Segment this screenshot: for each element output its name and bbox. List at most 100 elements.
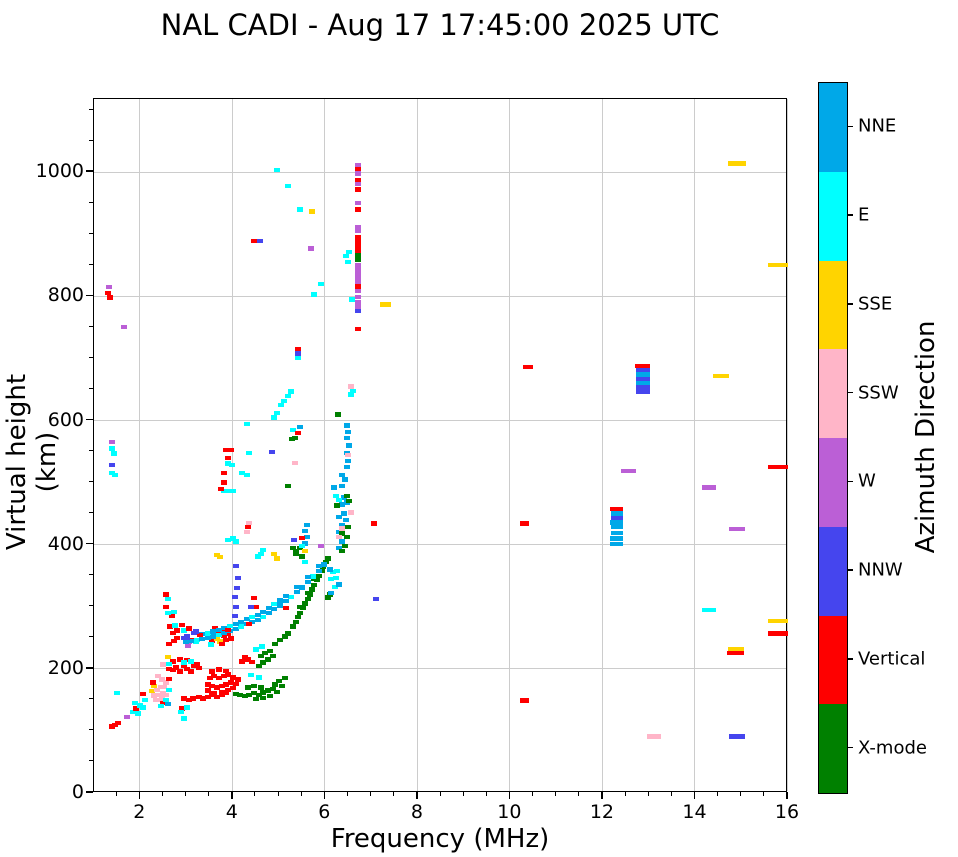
x-tick-label: 2 bbox=[133, 801, 146, 823]
data-point-V bbox=[178, 622, 185, 627]
data-point-X bbox=[244, 685, 251, 690]
data-point-X bbox=[260, 660, 267, 665]
data-point-V bbox=[173, 665, 180, 670]
x-tick-label: 10 bbox=[497, 801, 522, 823]
data-point-V bbox=[354, 248, 361, 253]
data-point-V bbox=[218, 641, 225, 647]
data-point-V bbox=[294, 430, 301, 436]
data-point-NNE bbox=[321, 562, 328, 567]
x-minor-tick bbox=[439, 792, 441, 796]
data-point-X bbox=[269, 686, 276, 691]
data-point-NNW bbox=[256, 238, 263, 244]
y-minor-tick bbox=[89, 232, 93, 234]
data-point-SSW bbox=[243, 530, 250, 535]
data-point-E bbox=[702, 607, 717, 613]
colorbar-tick bbox=[847, 125, 853, 128]
data-point-NNE bbox=[338, 502, 345, 507]
data-point-NNE bbox=[338, 539, 345, 544]
data-point-V bbox=[227, 680, 234, 685]
x-minor-tick bbox=[578, 792, 580, 796]
x-tick-label: 16 bbox=[774, 801, 800, 823]
data-point-NNE bbox=[343, 435, 350, 441]
data-point-V bbox=[208, 638, 215, 644]
data-point-V bbox=[220, 633, 227, 639]
data-point-X bbox=[281, 634, 288, 639]
data-point-V bbox=[354, 177, 361, 182]
data-point-X bbox=[338, 548, 345, 554]
data-point-NNE bbox=[293, 584, 300, 590]
data-point-NNE bbox=[315, 568, 322, 573]
colorbar-category-label: Vertical bbox=[858, 648, 926, 670]
data-point-NNE bbox=[343, 464, 350, 470]
colorbar-tick bbox=[847, 569, 853, 571]
colorbar-axis-label: Azimuth Direction bbox=[911, 320, 941, 554]
data-point-E bbox=[245, 450, 252, 455]
data-point-V bbox=[186, 626, 193, 631]
x-major-tick bbox=[138, 792, 141, 799]
data-point-X bbox=[278, 684, 285, 689]
data-point-W bbox=[354, 262, 361, 267]
data-point-X bbox=[324, 595, 331, 600]
data-point-NNE bbox=[303, 535, 310, 540]
data-point-V bbox=[169, 667, 176, 673]
colorbar-segment-NNW bbox=[819, 526, 847, 616]
data-point-X bbox=[285, 483, 292, 488]
data-point-E bbox=[181, 660, 188, 665]
data-point-NNE bbox=[301, 541, 308, 546]
data-point-SSW bbox=[156, 692, 163, 698]
data-point-NNE bbox=[345, 458, 352, 464]
data-point-V bbox=[214, 694, 221, 699]
y-minor-tick bbox=[89, 698, 93, 700]
data-point-E bbox=[273, 410, 280, 416]
gridline-x bbox=[324, 99, 326, 791]
data-point-NNW bbox=[269, 450, 276, 455]
data-point-NNW bbox=[635, 389, 650, 395]
colorbar-tick bbox=[847, 303, 853, 305]
data-point-NNW bbox=[183, 635, 190, 640]
data-point-NNE bbox=[215, 627, 222, 632]
data-point-E bbox=[310, 574, 317, 579]
y-major-tick bbox=[86, 418, 93, 421]
data-point-E bbox=[287, 389, 294, 394]
data-point-NNE bbox=[182, 639, 189, 645]
colorbar-tick bbox=[847, 746, 853, 749]
data-point-E bbox=[259, 644, 266, 649]
data-point-V bbox=[177, 657, 184, 662]
data-point-W bbox=[354, 271, 361, 276]
data-point-SSW bbox=[338, 526, 345, 531]
data-point-SSW bbox=[153, 687, 160, 693]
data-point-NNE bbox=[336, 582, 343, 587]
data-point-E bbox=[139, 705, 146, 710]
data-point-NNW bbox=[233, 563, 240, 568]
data-point-W bbox=[354, 181, 361, 187]
x-minor-tick bbox=[485, 792, 487, 796]
data-point-NNE bbox=[243, 617, 250, 622]
x-minor-tick bbox=[670, 792, 672, 796]
data-point-SSW bbox=[336, 535, 343, 540]
data-point-V bbox=[181, 696, 188, 701]
data-point-NNE bbox=[326, 567, 333, 572]
x-major-tick bbox=[416, 792, 418, 799]
data-point-E bbox=[331, 584, 338, 590]
data-point-NNE bbox=[210, 634, 217, 639]
colorbar-category-label: SSW bbox=[858, 382, 899, 404]
data-point-NNE bbox=[345, 429, 352, 434]
data-point-SSE bbox=[165, 654, 172, 660]
colorbar-category-label: NNW bbox=[858, 559, 903, 581]
x-major-tick bbox=[786, 792, 788, 799]
data-point-V bbox=[354, 326, 361, 331]
data-point-NNE bbox=[315, 563, 322, 568]
data-point-NNE bbox=[610, 536, 624, 541]
data-point-NNE bbox=[330, 485, 337, 490]
data-point-NNE bbox=[249, 620, 256, 625]
data-point-X bbox=[272, 641, 279, 647]
data-point-E bbox=[296, 207, 303, 212]
data-point-E bbox=[255, 554, 262, 559]
x-major-tick bbox=[508, 792, 511, 799]
x-tick-label: 14 bbox=[682, 801, 707, 823]
data-point-NNE bbox=[265, 610, 272, 616]
data-point-V bbox=[106, 295, 113, 300]
y-minor-tick bbox=[89, 512, 93, 514]
data-point-NNE bbox=[210, 629, 217, 634]
data-point-V bbox=[223, 668, 230, 673]
